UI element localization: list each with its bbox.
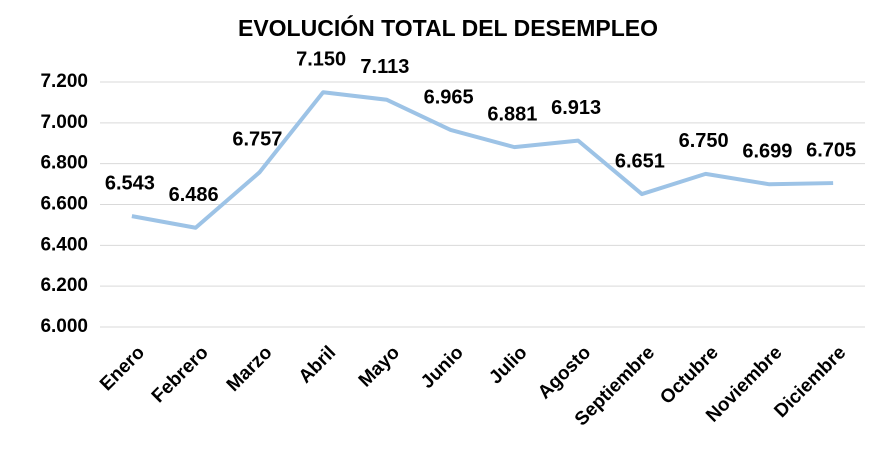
data-label: 6.965 [424,86,474,108]
x-tick-label: Junio [417,342,468,393]
data-label: 6.757 [232,129,282,151]
data-label: 6.651 [615,150,665,172]
line [131,90,834,230]
data-label: 6.705 [806,139,856,161]
data-label: 6.913 [551,97,601,119]
data-label: 6.750 [679,130,729,152]
y-tick-label: 6.400 [40,234,88,255]
x-tick-label: Febrero [148,342,213,407]
x-tick-label: Agosto [534,342,595,403]
data-label: 7.150 [296,48,346,70]
x-tick-label: Enero [96,342,149,395]
data-label: 6.543 [105,172,155,194]
data-label: 7.113 [360,56,409,78]
x-tick-label: Julio [485,342,531,388]
data-label: 6.881 [487,103,537,125]
x-tick-label: Abril [295,342,340,387]
data-label: 6.699 [742,141,792,163]
y-tick-label: 7.200 [40,71,88,92]
y-tick-label: 6.000 [40,316,88,337]
y-tick-label: 6.600 [40,194,88,215]
data-label: 6.486 [169,184,219,206]
y-tick-label: 6.800 [40,153,88,174]
chart-title: EVOLUCIÓN TOTAL DEL DESEMPLEO [238,14,658,41]
x-tick-label: Octubre [656,342,722,408]
x-tick-label: Marzo [223,342,277,396]
x-tick-label: Mayo [355,342,404,391]
y-tick-label: 7.000 [40,112,88,133]
y-tick-label: 6.200 [40,275,88,296]
